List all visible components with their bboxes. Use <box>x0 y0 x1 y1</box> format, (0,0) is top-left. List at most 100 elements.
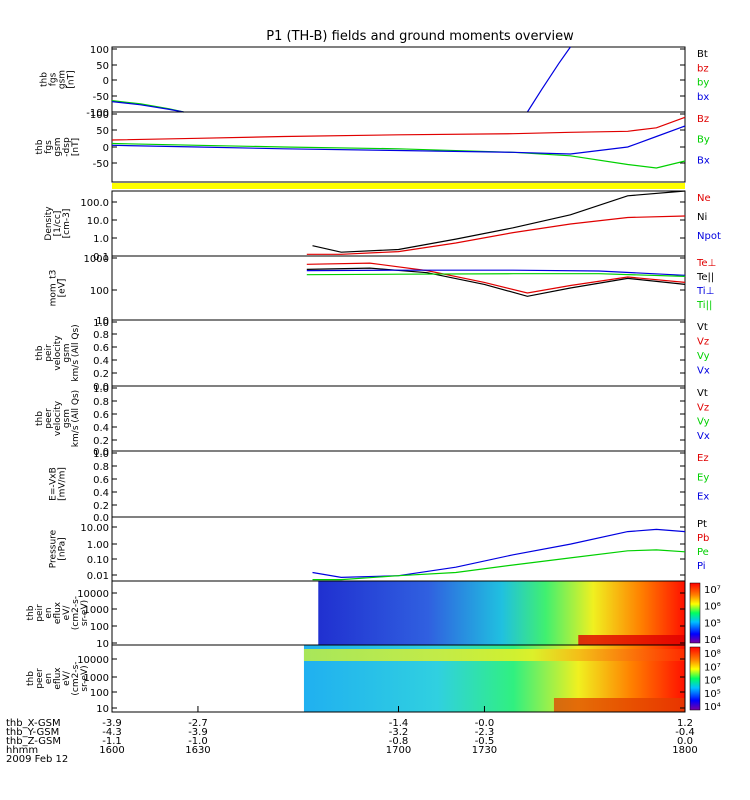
legend-Vy: Vy <box>697 417 710 428</box>
series-Ni <box>312 190 686 253</box>
x-row-value: 1.2 <box>677 718 693 729</box>
y-axis-label: km/s (All Qs) <box>71 324 81 381</box>
legend-Vz: Vz <box>697 337 709 348</box>
x-row-value: -2.3 <box>475 727 495 738</box>
x-row-value: -0.8 <box>389 736 409 747</box>
legend-Vy: Vy <box>697 351 710 362</box>
y-tick-label: 0.8 <box>93 330 109 341</box>
legend-Npot: Npot <box>697 231 721 242</box>
y-tick-label: 1000 <box>84 673 109 684</box>
x-row-label: thb_Y-GSM <box>6 727 59 738</box>
legend-Pi: Pi <box>697 561 706 572</box>
y-tick-label: 0.10 <box>87 555 109 566</box>
y-axis-label: (cm2-s- <box>71 661 81 695</box>
y-tick-label: 10 <box>96 639 109 650</box>
y-axis-label: Pressure <box>49 529 59 568</box>
y-axis-label: E=-VxB <box>49 467 59 501</box>
y-axis-label: thb <box>26 671 36 686</box>
series-Te|| <box>306 267 686 297</box>
x-row-value: 1630 <box>185 745 210 756</box>
y-tick-label: 1.0 <box>93 384 109 395</box>
panel-frame <box>111 255 686 321</box>
y-tick-label: 0.8 <box>93 462 109 473</box>
x-row-value: -0.5 <box>475 736 495 747</box>
y-tick-label: -50 <box>93 159 109 170</box>
y-axis-label: thb <box>40 72 50 87</box>
legend-Ez: Ez <box>697 453 709 464</box>
y-tick-label: 1.0 <box>93 234 109 245</box>
x-row-value: -1.4 <box>389 718 409 729</box>
legend-bx: bx <box>697 92 709 103</box>
y-tick-label: 10000 <box>77 589 109 600</box>
series-Bx <box>111 125 686 155</box>
y-tick-label: 1.0 <box>93 318 109 329</box>
y-axis-label: thb <box>26 605 36 620</box>
y-tick-label: 10000 <box>77 655 109 666</box>
y-axis-label: [nT] <box>67 70 77 88</box>
y-axis-label: velocity <box>53 335 63 371</box>
spectrogram-electron-highband <box>303 649 685 661</box>
colorbar-p9 <box>689 582 701 644</box>
legend-Bz: Bz <box>697 114 709 125</box>
y-axis-label: [mV/m] <box>58 467 68 501</box>
y-tick-label: 100 <box>90 286 109 297</box>
y-axis-label: mom_t3 <box>49 270 59 307</box>
legend-by: by <box>697 78 709 89</box>
y-axis-label: [eV] <box>58 279 68 298</box>
legend-Ex: Ex <box>697 492 709 503</box>
y-axis-label: eflux <box>53 601 63 624</box>
legend-Vt: Vt <box>697 388 708 399</box>
colorbar-label: 10⁶ <box>704 602 721 613</box>
y-tick-label: 50 <box>96 126 109 137</box>
series-Ne <box>306 215 686 255</box>
y-axis-label: gsm <box>62 343 72 362</box>
colorbar-label: 10⁶ <box>704 676 721 687</box>
legend-Bx: Bx <box>697 155 710 166</box>
y-axis-label: peer <box>44 408 54 429</box>
y-tick-label: 1.00 <box>87 540 109 551</box>
y-axis-label: en <box>44 607 54 618</box>
y-axis-label: [cm-3] <box>62 209 72 239</box>
x-row-label: hhmm <box>6 745 38 756</box>
y-tick-label: 10 <box>96 704 109 715</box>
y-axis-label: fgs <box>49 72 59 86</box>
legend-bz: bz <box>697 63 709 74</box>
y-tick-label: -100 <box>86 108 109 119</box>
y-tick-label: 10.0 <box>87 216 109 227</box>
y-tick-label: 0.4 <box>93 423 109 434</box>
x-row-value: 1730 <box>472 745 497 756</box>
y-axis-label: -dsp <box>62 137 72 157</box>
series-bx <box>111 101 184 113</box>
panel-p8: 10.00 1.00 0.10 0.01 Pressure [nPa] Pt Pb Pe Pi <box>49 516 709 582</box>
y-axis-label: [nT] <box>71 138 81 156</box>
colorbar-p10 <box>689 646 701 711</box>
y-axis-label: sr-eV) <box>80 600 90 626</box>
colorbar-label: 10⁵ <box>704 618 721 629</box>
y-tick-label: 0.2 <box>93 369 109 380</box>
flag-strip <box>112 183 685 189</box>
spectrogram-ion-lowband <box>578 635 685 645</box>
legend-Te||: Te|| <box>696 272 714 283</box>
y-tick-label: 0.6 <box>93 410 109 421</box>
panel-frame <box>111 190 686 257</box>
y-axis-label: en <box>44 673 54 684</box>
panel-p1: 100 50 0 -50 -100 thb fgs gsm [nT] Bt bz by bx <box>40 45 710 119</box>
legend-Vx: Vx <box>697 431 710 442</box>
y-tick-label: 0.0 <box>93 447 109 458</box>
legend-By: By <box>697 135 710 146</box>
y-tick-label: 0.0 <box>93 513 109 524</box>
y-axis-label: thb <box>35 411 45 426</box>
colorbar-label: 10⁴ <box>704 702 721 713</box>
spectrogram-electron-lowband <box>553 698 685 712</box>
y-axis-label: (cm2-s- <box>71 596 81 630</box>
series-Pe <box>312 549 686 581</box>
y-tick-label: 0.6 <box>93 343 109 354</box>
y-tick-label: 1000 <box>84 605 109 616</box>
x-row-value: 1800 <box>672 745 697 756</box>
legend-Ti||: Ti|| <box>696 300 712 311</box>
